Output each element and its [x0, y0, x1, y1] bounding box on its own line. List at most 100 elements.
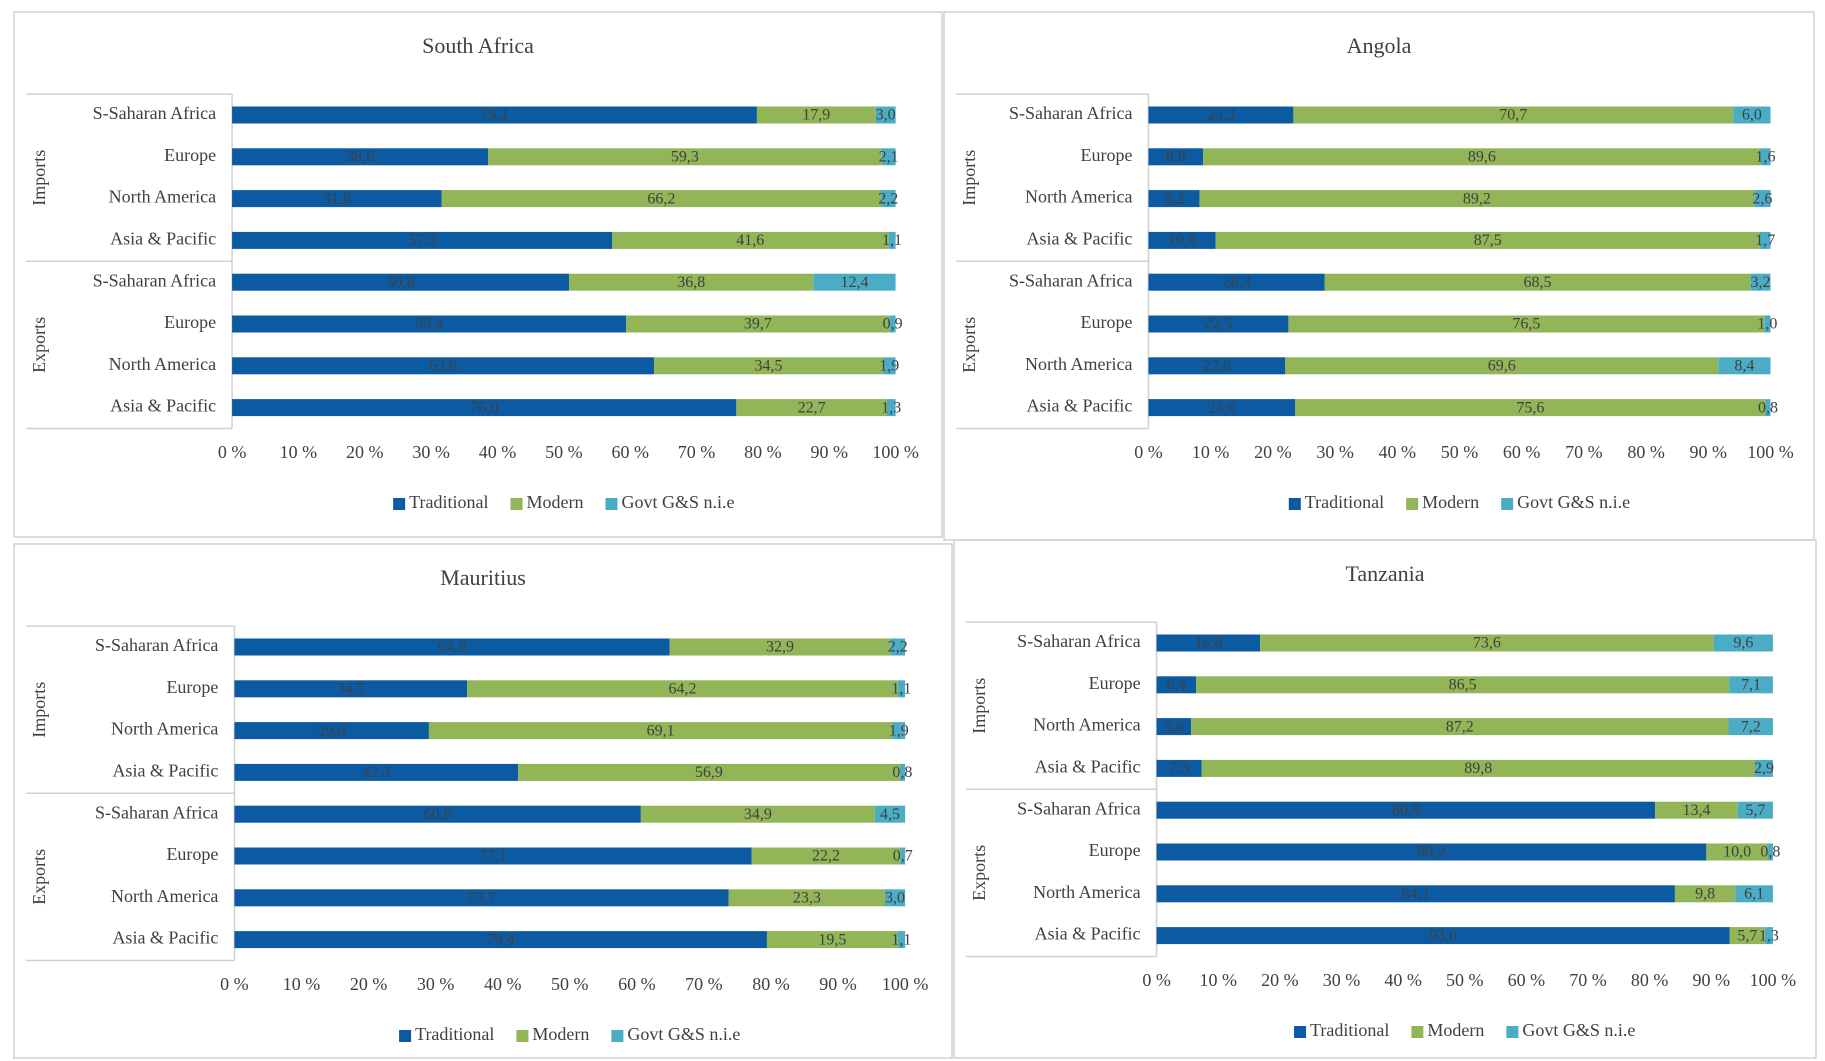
group-label: Exports — [29, 317, 49, 373]
data-label: 1,1 — [891, 680, 911, 697]
category-label: S-Saharan Africa — [93, 103, 216, 123]
data-label: 36,8 — [677, 274, 705, 291]
bar-segment — [1156, 843, 1707, 861]
data-label: 0,9 — [883, 316, 903, 333]
category-label: S-Saharan Africa — [1017, 631, 1140, 651]
bar-segment — [234, 638, 670, 656]
data-label: 75,6 — [1516, 399, 1544, 416]
chart-title: South Africa — [422, 33, 534, 58]
x-tick-label: 100 % — [872, 442, 919, 462]
bar-segment — [1156, 676, 1197, 694]
data-label: 70,7 — [1499, 107, 1527, 124]
data-label: 66,2 — [647, 190, 675, 207]
bar-segment — [612, 231, 889, 249]
category-label: S-Saharan Africa — [95, 802, 218, 822]
data-label: 34,7 — [337, 680, 365, 697]
group-label: Imports — [29, 150, 49, 206]
legend-swatch — [1411, 1026, 1424, 1038]
data-label: 8,4 — [1734, 357, 1754, 374]
bar-segment — [488, 148, 882, 166]
bar-segment — [751, 847, 901, 865]
data-label: 28,3 — [1222, 274, 1250, 291]
data-label: 50,8 — [387, 274, 415, 291]
bar-segment — [736, 399, 887, 417]
group-label: Imports — [29, 682, 49, 738]
category-label: Europe — [164, 145, 216, 165]
bar-segment — [626, 315, 890, 333]
bar-segment — [441, 190, 882, 208]
bar-segment — [232, 106, 757, 124]
data-label: 34,5 — [755, 357, 783, 374]
bar-segment — [569, 273, 814, 291]
data-label: 39,7 — [744, 316, 772, 333]
data-label: 57,3 — [408, 232, 436, 249]
x-tick-label: 10 % — [1192, 442, 1230, 462]
x-tick-label: 30 % — [417, 974, 455, 994]
bar-segment — [234, 680, 468, 698]
bar-segment — [890, 638, 906, 656]
panel-border — [953, 539, 1817, 1059]
category-label: S-Saharan Africa — [1009, 103, 1132, 123]
legend-label: Govt G&S n.i.e — [622, 492, 735, 512]
bar-segment — [1288, 315, 1765, 333]
bar-segment — [1750, 273, 1771, 291]
x-tick-label: 100 % — [1747, 442, 1794, 462]
data-label: 87,2 — [1446, 718, 1474, 735]
data-label: 1,0 — [1757, 316, 1777, 333]
bar-segment — [1148, 315, 1289, 333]
legend-label: Modern — [1427, 1020, 1484, 1040]
x-tick-label: 50 % — [1441, 442, 1479, 462]
x-tick-label: 40 % — [1384, 970, 1422, 990]
category-label: Asia & Pacific — [1026, 396, 1132, 416]
legend-swatch — [1294, 1026, 1307, 1038]
bar-segment — [669, 638, 891, 656]
category-label: Europe — [166, 677, 218, 697]
category-label: S-Saharan Africa — [1009, 270, 1132, 290]
data-label: 10,0 — [1723, 844, 1751, 861]
x-tick-label: 100 % — [1750, 970, 1797, 990]
bar-segment — [813, 273, 896, 291]
data-label: 3,2 — [1751, 274, 1771, 291]
legend-swatch — [605, 498, 618, 510]
data-label: 10,8 — [1168, 232, 1196, 249]
group-label: Imports — [969, 678, 989, 734]
data-label: 89,2 — [1463, 190, 1491, 207]
bar-segment — [884, 889, 906, 907]
x-tick-label: 30 % — [1323, 970, 1361, 990]
legend-label: Traditional — [1305, 492, 1384, 512]
data-label: 1,7 — [1755, 232, 1775, 249]
x-tick-label: 20 % — [346, 442, 384, 462]
bar-segment — [728, 889, 885, 907]
legend-label: Govt G&S n.i.e — [1522, 1020, 1635, 1040]
bar-segment — [1735, 885, 1773, 903]
group-label: Imports — [959, 150, 979, 206]
data-label: 73,7 — [468, 889, 496, 906]
x-tick-label: 10 % — [1199, 970, 1237, 990]
data-label: 89,2 — [1417, 844, 1445, 861]
bar-segment — [766, 931, 898, 949]
bar-segment — [875, 106, 896, 124]
x-tick-label: 50 % — [545, 442, 583, 462]
legend-swatch — [399, 1030, 412, 1042]
x-tick-label: 90 % — [819, 974, 857, 994]
bar-segment — [1191, 718, 1729, 736]
x-tick-label: 40 % — [479, 442, 517, 462]
x-tick-label: 10 % — [280, 442, 318, 462]
bar-segment — [1737, 801, 1773, 819]
category-label: North America — [109, 354, 216, 374]
data-label: 17,9 — [802, 107, 830, 124]
x-tick-label: 90 % — [1693, 970, 1731, 990]
x-tick-label: 60 % — [618, 974, 656, 994]
bar-segment — [1760, 148, 1771, 166]
x-tick-label: 90 % — [810, 442, 848, 462]
data-label: 73,6 — [1473, 635, 1501, 652]
bar-segment — [1148, 190, 1200, 208]
data-label: 76,0 — [470, 399, 498, 416]
data-label: 2,1 — [879, 148, 899, 165]
bar-segment — [882, 357, 896, 375]
category-label: Asia & Pacific — [1035, 757, 1141, 777]
x-tick-label: 80 % — [752, 974, 790, 994]
legend-label: Modern — [527, 492, 584, 512]
data-label: 5,6 — [1164, 718, 1184, 735]
